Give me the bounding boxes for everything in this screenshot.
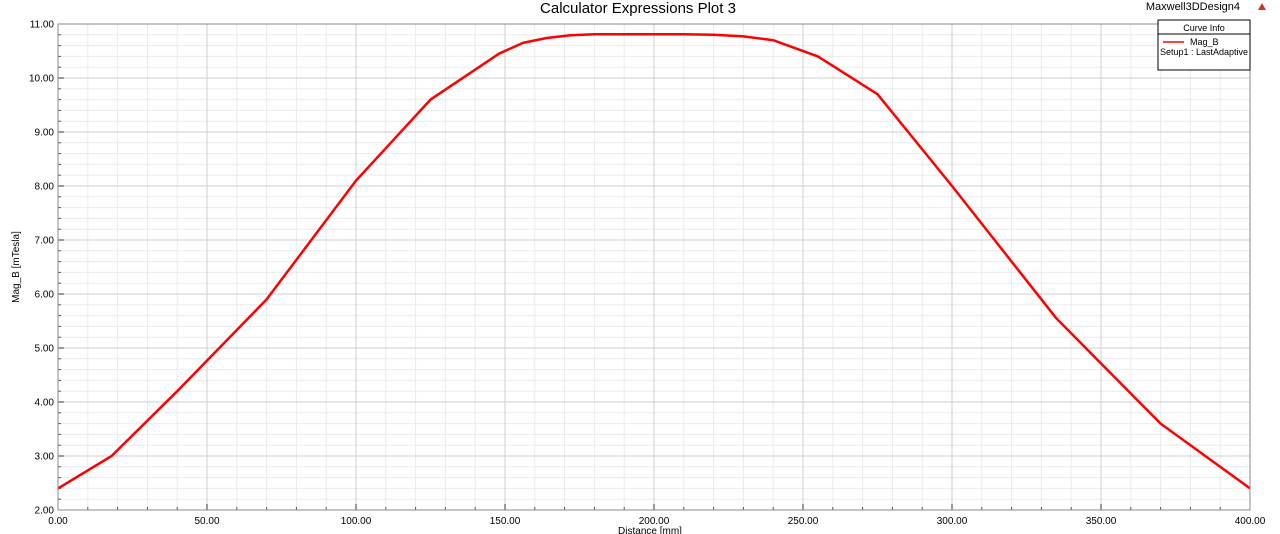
design-name: Maxwell3DDesign4: [1146, 1, 1240, 13]
y-tick-label: 10.00: [29, 74, 54, 85]
y-tick-label: 9.00: [35, 128, 55, 139]
y-tick-label: 6.00: [35, 290, 55, 301]
plot-frame: [57, 23, 1251, 511]
x-tick-label: 350.00: [1086, 516, 1117, 527]
legend-frame: [1157, 19, 1251, 71]
series-layer: [57, 33, 1251, 490]
warning-icon[interactable]: [1258, 3, 1266, 10]
y-tick-label: 2.00: [35, 506, 55, 517]
y-tick-label: 11.00: [30, 20, 55, 31]
y-tick-label: 7.00: [35, 236, 55, 247]
x-tick-label: 150.00: [490, 516, 521, 527]
x-axis-label: Distance [mm]: [618, 526, 682, 534]
x-axis-ticks: 0.00 50.00 100.00 150.00 200.00 250.00 300.00 3…: [48, 504, 1266, 527]
y-tick-label: 4.00: [35, 398, 55, 409]
y-axis-ticks: 2.00 3.00 4.00 5.00 6.00 7.00 8.00 9.00 10.00 11.…: [29, 20, 64, 517]
x-tick-label: 250.00: [788, 516, 819, 527]
y-tick-label: 5.00: [35, 344, 55, 355]
series-line-mag-b[interactable]: [57, 33, 1251, 490]
x-tick-label: 400.00: [1235, 516, 1266, 527]
y-axis-label: Mag_B [mTesla]: [11, 231, 22, 303]
chart-title: Calculator Expressions Plot 3: [540, 0, 736, 17]
x-tick-label: 300.00: [937, 516, 968, 527]
x-tick-label: 50.00: [194, 516, 219, 527]
legend-box[interactable]: Curve Info Mag_B Setup1 : LastAdaptive: [1157, 19, 1251, 71]
x-tick-label: 200.00: [639, 516, 670, 527]
legend-entry-name: Mag_B: [1190, 37, 1219, 47]
x-tick-label: 0.00: [48, 516, 68, 527]
y-tick-label: 8.00: [35, 182, 55, 193]
x-tick-label: 100.00: [341, 516, 372, 527]
y-tick-label: 3.00: [35, 452, 55, 463]
legend-title: Curve Info: [1183, 23, 1225, 33]
legend-entry-detail: Setup1 : LastAdaptive: [1160, 47, 1248, 57]
